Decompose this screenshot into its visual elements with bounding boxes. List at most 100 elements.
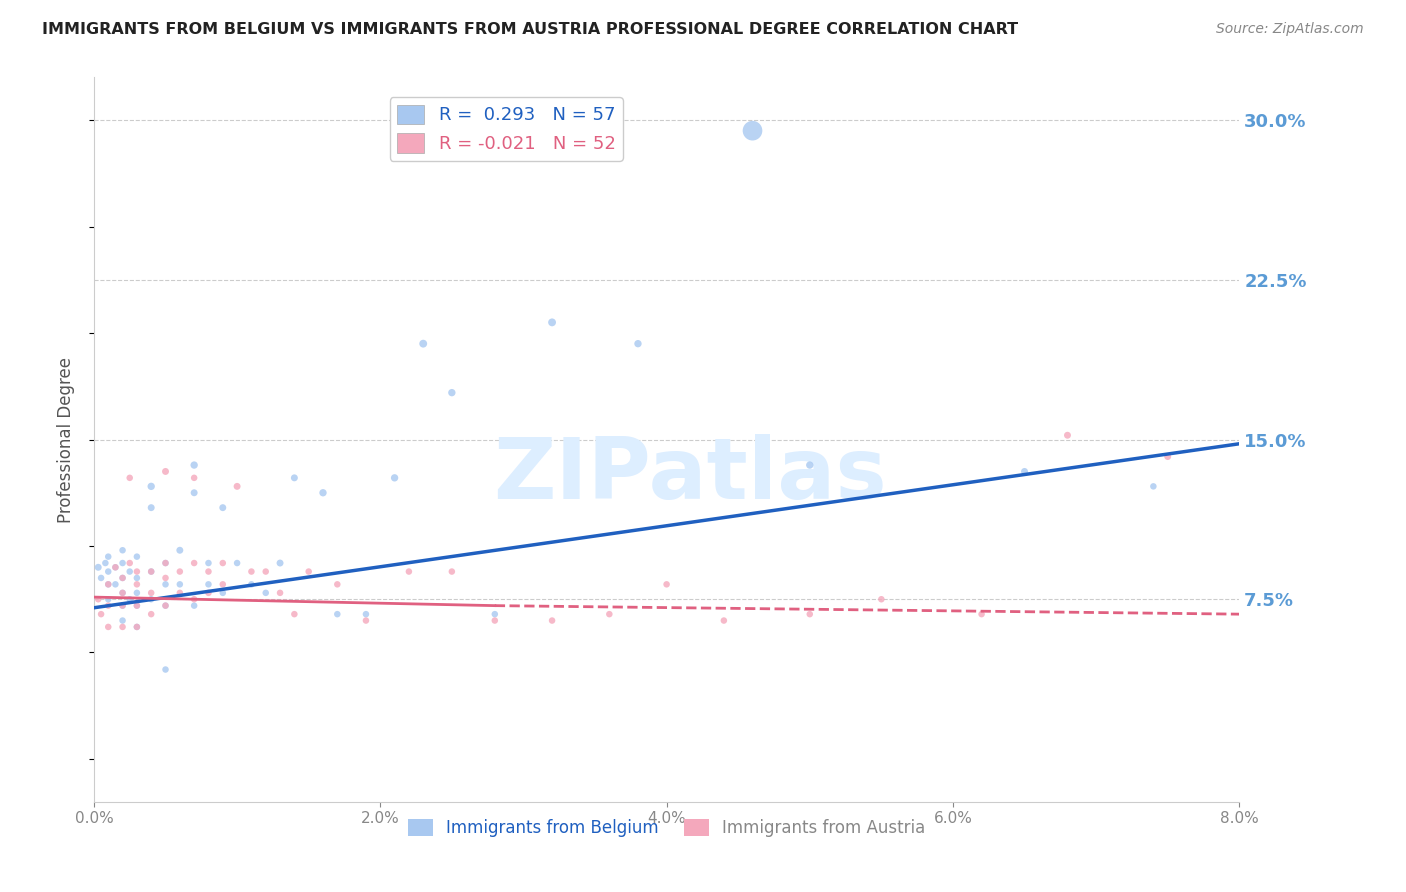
- Point: [141, 592, 163, 607]
- Point: [118, 592, 141, 607]
- Point: [870, 592, 893, 607]
- Point: [118, 556, 141, 570]
- Point: [283, 607, 305, 622]
- Point: [155, 599, 177, 613]
- Point: [125, 599, 148, 613]
- Point: [125, 549, 148, 564]
- Point: [111, 620, 134, 634]
- Point: [104, 560, 127, 574]
- Point: [197, 577, 219, 591]
- Point: [169, 586, 191, 600]
- Point: [125, 599, 148, 613]
- Point: [90, 607, 112, 622]
- Point: [111, 586, 134, 600]
- Point: [118, 471, 141, 485]
- Point: [125, 586, 148, 600]
- Point: [627, 336, 650, 351]
- Point: [211, 577, 233, 591]
- Legend: Immigrants from Belgium, Immigrants from Austria: Immigrants from Belgium, Immigrants from…: [401, 813, 932, 844]
- Point: [155, 663, 177, 677]
- Point: [240, 577, 263, 591]
- Point: [97, 599, 120, 613]
- Point: [354, 614, 377, 628]
- Point: [97, 620, 120, 634]
- Point: [125, 571, 148, 585]
- Point: [97, 592, 120, 607]
- Point: [118, 565, 141, 579]
- Point: [398, 565, 420, 579]
- Point: [326, 577, 349, 591]
- Point: [655, 577, 678, 591]
- Point: [111, 614, 134, 628]
- Point: [141, 500, 163, 515]
- Text: IMMIGRANTS FROM BELGIUM VS IMMIGRANTS FROM AUSTRIA PROFESSIONAL DEGREE CORRELATI: IMMIGRANTS FROM BELGIUM VS IMMIGRANTS FR…: [42, 22, 1018, 37]
- Point: [141, 565, 163, 579]
- Point: [155, 577, 177, 591]
- Point: [104, 577, 127, 591]
- Point: [94, 556, 117, 570]
- Point: [799, 607, 821, 622]
- Point: [155, 556, 177, 570]
- Point: [183, 556, 205, 570]
- Point: [87, 592, 110, 607]
- Point: [141, 565, 163, 579]
- Point: [104, 560, 127, 574]
- Point: [211, 556, 233, 570]
- Point: [240, 565, 263, 579]
- Point: [125, 577, 148, 591]
- Point: [484, 607, 506, 622]
- Text: ZIPatlas: ZIPatlas: [492, 434, 886, 517]
- Point: [97, 565, 120, 579]
- Point: [87, 560, 110, 574]
- Point: [541, 315, 564, 329]
- Point: [169, 577, 191, 591]
- Point: [326, 607, 349, 622]
- Point: [741, 124, 763, 138]
- Point: [111, 571, 134, 585]
- Point: [226, 556, 249, 570]
- Point: [269, 586, 291, 600]
- Point: [384, 471, 406, 485]
- Point: [598, 607, 620, 622]
- Point: [1157, 450, 1180, 464]
- Point: [169, 565, 191, 579]
- Point: [799, 458, 821, 472]
- Point: [155, 465, 177, 479]
- Point: [155, 599, 177, 613]
- Point: [1014, 465, 1036, 479]
- Point: [183, 592, 205, 607]
- Point: [90, 571, 112, 585]
- Point: [226, 479, 249, 493]
- Point: [440, 565, 463, 579]
- Point: [111, 599, 134, 613]
- Point: [183, 485, 205, 500]
- Point: [1056, 428, 1078, 442]
- Point: [298, 565, 321, 579]
- Point: [283, 471, 305, 485]
- Point: [111, 586, 134, 600]
- Point: [183, 599, 205, 613]
- Point: [269, 556, 291, 570]
- Point: [141, 479, 163, 493]
- Point: [713, 614, 735, 628]
- Point: [111, 599, 134, 613]
- Point: [412, 336, 434, 351]
- Point: [141, 586, 163, 600]
- Point: [125, 565, 148, 579]
- Point: [97, 549, 120, 564]
- Y-axis label: Professional Degree: Professional Degree: [58, 357, 75, 523]
- Point: [97, 577, 120, 591]
- Point: [97, 577, 120, 591]
- Point: [197, 586, 219, 600]
- Point: [183, 458, 205, 472]
- Point: [1142, 479, 1164, 493]
- Point: [354, 607, 377, 622]
- Point: [211, 500, 233, 515]
- Text: Source: ZipAtlas.com: Source: ZipAtlas.com: [1216, 22, 1364, 37]
- Point: [111, 556, 134, 570]
- Point: [254, 565, 277, 579]
- Point: [155, 556, 177, 570]
- Point: [254, 586, 277, 600]
- Point: [125, 620, 148, 634]
- Point: [111, 571, 134, 585]
